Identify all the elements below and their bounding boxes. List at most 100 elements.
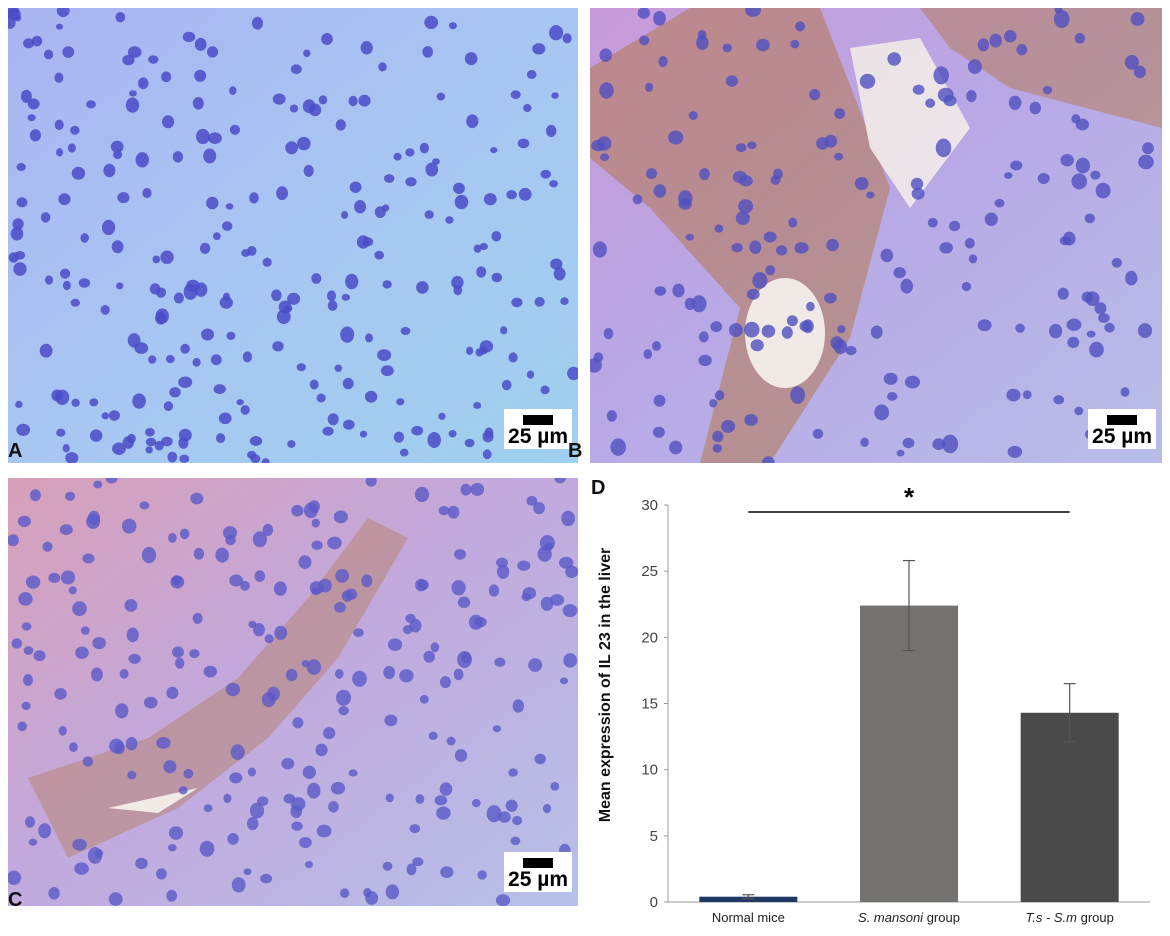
cell-nucleus [721, 419, 736, 433]
cell-nucleus [393, 152, 402, 161]
cell-nucleus [1090, 170, 1101, 180]
cell-nucleus [341, 293, 350, 301]
cell-nucleus [117, 192, 130, 204]
cell-nucleus [56, 8, 70, 18]
cell-nucleus [512, 699, 524, 713]
cell-nucleus [492, 725, 502, 733]
cell-nucleus [127, 433, 136, 444]
cell-nucleus [111, 240, 124, 254]
cell-nucleus [900, 278, 913, 294]
cell-nucleus [8, 8, 21, 21]
cell-nucleus [453, 182, 465, 194]
cell-nucleus [303, 164, 314, 177]
cell-nucleus [1098, 313, 1110, 323]
cell-nucleus [311, 273, 322, 284]
cell-nucleus [252, 531, 267, 548]
cell-nucleus [250, 454, 261, 463]
cell-nucleus [470, 482, 485, 496]
cell-nucleus [264, 634, 274, 644]
cell-nucleus [1016, 43, 1028, 56]
cell-nucleus [125, 736, 138, 751]
cell-nucleus [183, 283, 198, 300]
cell-nucleus [88, 510, 100, 525]
cell-nucleus [495, 894, 511, 906]
cell-nucleus [685, 233, 695, 241]
cell-nucleus [343, 419, 355, 430]
cell-nucleus [532, 43, 546, 55]
cell-nucleus [712, 430, 724, 443]
cell-nucleus [749, 240, 762, 254]
cell-nucleus [90, 429, 103, 442]
cell-nucleus [457, 596, 471, 609]
cell-nucleus [199, 242, 211, 254]
cell-nucleus [168, 844, 177, 852]
cell-nucleus [315, 743, 328, 757]
cell-nucleus [196, 128, 210, 145]
cell-nucleus [318, 95, 328, 105]
cell-nucleus [189, 649, 200, 659]
cell-nucleus [508, 352, 518, 363]
cell-nucleus [327, 300, 338, 311]
cell-nucleus [464, 52, 478, 66]
cell-nucleus [1042, 86, 1053, 95]
cell-nucleus [170, 575, 185, 589]
cell-nucleus [103, 163, 116, 178]
cell-nucleus [854, 177, 869, 190]
x-tick-label: Normal mice [712, 910, 785, 925]
cell-nucleus [160, 250, 174, 264]
cell-nucleus [316, 393, 326, 403]
cell-nucleus [166, 889, 177, 902]
cell-nucleus [424, 210, 434, 219]
cell-nucleus [92, 637, 106, 650]
cell-nucleus [933, 66, 949, 85]
cell-nucleus [731, 243, 743, 253]
cell-nucleus [230, 744, 245, 760]
cell-nucleus [179, 454, 190, 463]
cell-nucleus [42, 541, 53, 552]
cell-nucleus [122, 518, 137, 534]
cell-nucleus [632, 194, 643, 205]
cell-nucleus [60, 570, 76, 585]
cell-nucleus [402, 625, 413, 635]
cell-nucleus [292, 717, 304, 729]
cell-nucleus [506, 190, 517, 200]
cell-nucleus [290, 804, 303, 818]
cell-nucleus [20, 89, 32, 103]
cell-nucleus [910, 177, 924, 190]
cell-nucleus [149, 283, 161, 295]
cell-nucleus [249, 802, 265, 819]
cell-nucleus [860, 437, 869, 447]
cell-nucleus [1130, 12, 1145, 26]
cell-nucleus [549, 180, 558, 188]
cell-nucleus [201, 328, 215, 341]
cell-nucleus [994, 198, 1005, 208]
cell-nucleus [208, 132, 222, 144]
cell-nucleus [1037, 173, 1050, 184]
cell-nucleus [430, 642, 440, 653]
cell-nucleus [59, 524, 73, 535]
cell-nucleus [747, 141, 757, 150]
cell-nucleus [563, 653, 578, 668]
cell-nucleus [824, 292, 837, 304]
cell-nucleus [427, 432, 442, 448]
y-tick-label: 20 [641, 629, 658, 646]
cell-nucleus [893, 267, 906, 279]
cell-nucleus [1104, 322, 1115, 333]
cell-nucleus [738, 199, 754, 214]
cell-nucleus [989, 33, 1002, 48]
cell-nucleus [249, 192, 259, 204]
cell-nucleus [697, 30, 707, 40]
y-tick-label: 5 [650, 828, 658, 845]
cell-nucleus [254, 570, 266, 582]
cell-nucleus [637, 8, 650, 19]
cell-nucleus [961, 281, 972, 292]
cell-nucleus [132, 393, 146, 409]
cell-nucleus [15, 400, 23, 408]
cell-nucleus [744, 414, 758, 426]
cell-nucleus [880, 248, 894, 263]
cell-nucleus [27, 114, 36, 122]
cell-nucleus [358, 94, 371, 107]
cell-nucleus [896, 449, 905, 457]
cell-nucleus [474, 617, 487, 628]
cell-nucleus [448, 430, 457, 438]
